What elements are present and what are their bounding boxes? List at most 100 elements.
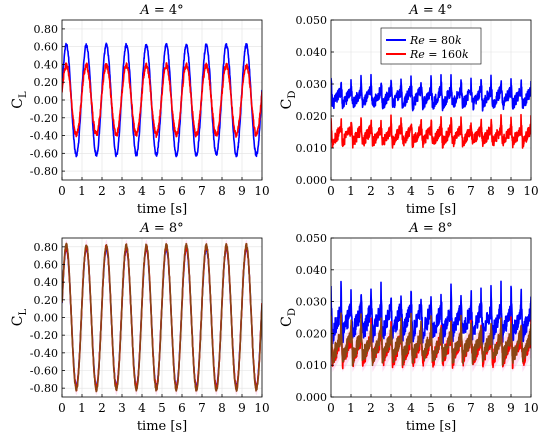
x-tick-label-6: 6 bbox=[178, 184, 186, 198]
y-axis-label: CD bbox=[279, 308, 298, 327]
legend-label-1: Re = 80k bbox=[409, 34, 462, 47]
y-tick-label-8: 0.80 bbox=[34, 241, 59, 254]
legend-label-symbol: Re bbox=[409, 34, 425, 47]
legend-box bbox=[380, 27, 482, 65]
x-tick-label-9: 9 bbox=[238, 184, 246, 198]
x-tick-label-7: 7 bbox=[198, 184, 206, 198]
y-tick-label-4: 0.00 bbox=[34, 312, 59, 325]
series-line-4 bbox=[331, 312, 531, 367]
series-line-2 bbox=[331, 113, 531, 149]
y-tick-label-4: 0.040 bbox=[296, 264, 328, 277]
chart-title-value: = 4° bbox=[419, 3, 453, 18]
y-axis-label: CD bbox=[279, 91, 298, 110]
chart-title-value: = 8° bbox=[419, 221, 453, 236]
x-tick-label-10: 10 bbox=[523, 401, 538, 415]
series-group bbox=[331, 280, 531, 373]
chart-title: A = 4° bbox=[139, 3, 183, 18]
y-axis-label-main: C bbox=[10, 315, 26, 326]
y-tick-label-4: 0.00 bbox=[34, 94, 59, 107]
y-tick-label-1: -0.60 bbox=[30, 147, 58, 160]
y-tick-label-5: 0.050 bbox=[296, 14, 328, 27]
x-tick-label-8: 8 bbox=[218, 401, 226, 415]
y-tick-label-3: -0.20 bbox=[30, 329, 58, 342]
y-tick-label-5: 0.20 bbox=[34, 294, 59, 307]
y-axis-label-subscript: D bbox=[287, 91, 298, 99]
x-tick-label-5: 5 bbox=[427, 184, 435, 198]
y-axis-label: CL bbox=[10, 91, 29, 109]
chart-panel-1: 0 1 2 3 4 5 6 7 8 9 10 -0.80 -0.60 -0.40 -0.20 0.00 0.20… bbox=[10, 3, 270, 217]
x-tick-label-0: 0 bbox=[58, 401, 66, 415]
y-tick-label-0: -0.80 bbox=[30, 165, 58, 178]
x-tick-label-3: 3 bbox=[387, 401, 395, 415]
x-tick-label-7: 7 bbox=[467, 401, 475, 415]
chart-title: A = 8° bbox=[408, 221, 452, 236]
legend-label-value: = 80 bbox=[425, 34, 455, 47]
y-tick-label-5: 0.050 bbox=[296, 232, 328, 245]
series-group bbox=[62, 42, 262, 158]
x-tick-label-7: 7 bbox=[467, 184, 475, 198]
y-tick-label-1: 0.010 bbox=[296, 359, 328, 372]
chart-panel-4: 0 1 2 3 4 5 6 7 8 9 10 0.000 0.010 0.020 0.030 0.040 0.0… bbox=[279, 221, 539, 434]
y-axis-label-main: C bbox=[279, 316, 295, 327]
y-tick-label-7: 0.60 bbox=[34, 259, 59, 272]
x-tick-label-2: 2 bbox=[98, 401, 106, 415]
x-tick-label-4: 4 bbox=[407, 401, 415, 415]
chart-panel-3: 0 1 2 3 4 5 6 7 8 9 10 -0.80 -0.60 -0.40 -0.20 0.00 0.20… bbox=[10, 221, 270, 434]
x-tick-label-3: 3 bbox=[118, 184, 126, 198]
y-axis-label-subscript: D bbox=[287, 308, 298, 316]
x-tick-label-10: 10 bbox=[523, 184, 538, 198]
x-tick-label-3: 3 bbox=[387, 184, 395, 198]
x-tick-label-8: 8 bbox=[487, 184, 495, 198]
chart-title: A = 8° bbox=[139, 221, 183, 236]
x-tick-label-4: 4 bbox=[407, 184, 415, 198]
y-tick-label-2: 0.020 bbox=[296, 327, 328, 340]
x-axis-label: time [s] bbox=[137, 419, 187, 434]
x-tick-label-6: 6 bbox=[447, 184, 455, 198]
x-tick-label-0: 0 bbox=[58, 184, 66, 198]
x-tick-label-3: 3 bbox=[118, 401, 126, 415]
x-tick-label-2: 2 bbox=[367, 184, 375, 198]
x-tick-label-2: 2 bbox=[367, 401, 375, 415]
chart-title-symbol: A bbox=[408, 3, 418, 18]
y-tick-label-1: 0.010 bbox=[296, 142, 328, 155]
y-tick-label-0: -0.80 bbox=[30, 382, 58, 395]
x-axis-label: time [s] bbox=[137, 202, 187, 217]
y-axis-label-subscript: L bbox=[18, 91, 29, 98]
series-group bbox=[331, 73, 531, 149]
series-group bbox=[62, 239, 262, 396]
x-tick-label-5: 5 bbox=[158, 184, 166, 198]
series-line-4 bbox=[62, 242, 262, 393]
y-tick-label-0: 0.000 bbox=[296, 391, 328, 404]
x-axis-label: time [s] bbox=[406, 419, 456, 434]
x-tick-label-4: 4 bbox=[138, 184, 146, 198]
x-tick-label-1: 1 bbox=[347, 401, 355, 415]
chart-title-symbol: A bbox=[139, 3, 149, 18]
x-tick-label-1: 1 bbox=[78, 401, 86, 415]
x-tick-label-5: 5 bbox=[427, 401, 435, 415]
chart-title-value: = 4° bbox=[150, 3, 184, 18]
x-tick-label-10: 10 bbox=[254, 401, 269, 415]
y-tick-label-2: -0.40 bbox=[30, 130, 58, 143]
x-axis-label: time [s] bbox=[406, 202, 456, 217]
x-tick-label-9: 9 bbox=[507, 401, 515, 415]
y-tick-label-5: 0.20 bbox=[34, 76, 59, 89]
y-tick-label-1: -0.60 bbox=[30, 365, 58, 378]
y-tick-label-8: 0.80 bbox=[34, 23, 59, 36]
y-axis-label: CL bbox=[10, 308, 29, 326]
x-tick-label-6: 6 bbox=[178, 401, 186, 415]
x-tick-label-7: 7 bbox=[198, 401, 206, 415]
x-tick-label-9: 9 bbox=[238, 401, 246, 415]
y-tick-label-2: -0.40 bbox=[30, 347, 58, 360]
x-tick-label-0: 0 bbox=[327, 401, 335, 415]
x-tick-label-9: 9 bbox=[507, 184, 515, 198]
x-tick-label-4: 4 bbox=[138, 401, 146, 415]
y-tick-label-6: 0.40 bbox=[34, 58, 59, 71]
y-tick-label-4: 0.040 bbox=[296, 46, 328, 59]
x-tick-label-6: 6 bbox=[447, 401, 455, 415]
series-line-1 bbox=[331, 73, 531, 112]
legend-label-symbol: Re bbox=[409, 48, 425, 61]
legend-label-unit: k bbox=[462, 48, 469, 61]
legend-label-value: = 160 bbox=[425, 48, 462, 61]
